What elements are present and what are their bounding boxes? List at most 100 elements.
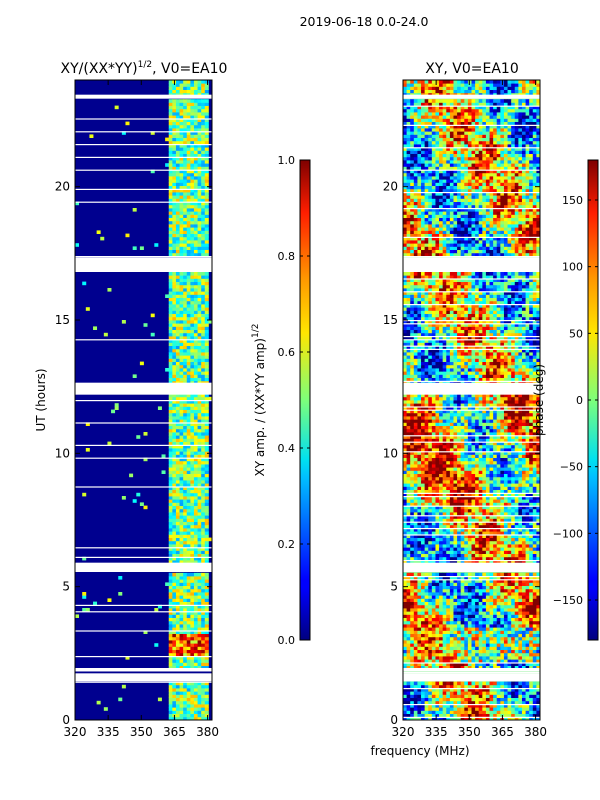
heatmap-cell bbox=[532, 486, 537, 490]
heatmap-cell bbox=[201, 492, 206, 497]
heatmap-cell bbox=[175, 582, 180, 586]
heatmap-cell bbox=[204, 124, 209, 129]
heatmap-cell bbox=[485, 643, 490, 647]
heatmap-cell bbox=[525, 627, 530, 631]
heatmap-cell bbox=[179, 249, 184, 254]
heatmap-cell bbox=[424, 665, 429, 670]
heatmap-cell bbox=[197, 617, 202, 622]
heatmap-cell bbox=[536, 704, 540, 708]
heatmap-cell bbox=[413, 649, 418, 654]
heatmap-cell bbox=[179, 553, 184, 558]
heatmap-cell bbox=[190, 627, 195, 631]
heatmap-cell bbox=[197, 428, 202, 433]
heatmap-cell bbox=[197, 169, 202, 174]
heatmap-cell bbox=[183, 236, 188, 241]
heatmap-cell bbox=[446, 688, 451, 692]
heatmap-cell bbox=[475, 464, 480, 468]
heatmap-cell bbox=[467, 608, 472, 612]
heatmap-cell bbox=[186, 140, 191, 145]
heatmap-cell bbox=[496, 646, 501, 650]
heatmap-cell bbox=[446, 540, 451, 545]
heatmap-cell bbox=[511, 704, 516, 708]
heatmap-cell bbox=[521, 480, 526, 484]
heatmap-cell bbox=[453, 652, 458, 657]
heatmap-cell bbox=[532, 499, 537, 503]
heatmap-cell bbox=[475, 483, 480, 487]
heatmap-cell bbox=[467, 697, 472, 702]
heatmap-cell bbox=[482, 499, 487, 503]
heatmap-cell bbox=[503, 480, 508, 484]
heatmap-cell bbox=[197, 400, 202, 404]
heatmap-cell bbox=[439, 604, 444, 609]
heatmap-cell bbox=[201, 640, 206, 644]
heatmap-cell bbox=[179, 537, 184, 542]
heatmap-cell bbox=[197, 118, 202, 122]
heatmap-cell bbox=[193, 422, 198, 426]
heatmap-cell bbox=[439, 627, 444, 631]
heatmap-cell bbox=[179, 649, 184, 654]
heatmap-cell bbox=[460, 598, 465, 602]
heatmap-cell bbox=[413, 508, 418, 513]
heatmap-cell bbox=[172, 585, 177, 590]
heatmap-cell bbox=[500, 627, 505, 631]
heatmap-cell bbox=[471, 492, 476, 497]
heatmap-cell bbox=[529, 540, 534, 545]
heatmap-cell bbox=[179, 627, 184, 631]
heatmap-cell bbox=[507, 617, 512, 622]
heatmap-cell bbox=[475, 707, 480, 711]
heatmap-cell bbox=[431, 656, 436, 660]
heatmap-cell bbox=[168, 217, 173, 222]
heatmap-cell bbox=[507, 483, 512, 487]
heatmap-cell bbox=[168, 83, 173, 87]
heatmap-cell bbox=[172, 553, 177, 558]
heatmap-cell bbox=[197, 579, 202, 583]
heatmap-cell bbox=[431, 595, 436, 599]
heatmap-cell bbox=[179, 188, 184, 193]
heatmap-cell bbox=[421, 508, 426, 513]
heatmap-cell bbox=[529, 544, 534, 548]
heatmap-cell bbox=[449, 649, 454, 654]
heatmap-cell bbox=[175, 249, 180, 254]
heatmap-cell bbox=[183, 307, 188, 311]
heatmap-cell bbox=[204, 332, 209, 337]
heatmap-cell bbox=[175, 188, 180, 193]
heatmap-cell bbox=[431, 681, 436, 686]
heatmap-cell bbox=[204, 508, 209, 513]
heatmap-cell bbox=[183, 403, 188, 407]
heatmap-cell bbox=[168, 153, 173, 158]
heatmap-cell bbox=[442, 643, 447, 647]
heatmap-cell bbox=[500, 592, 505, 596]
heatmap-cell bbox=[431, 579, 436, 583]
heatmap-cell bbox=[204, 537, 209, 542]
heatmap-cell bbox=[168, 128, 173, 132]
heatmap-cell bbox=[424, 595, 429, 599]
heatmap-cell bbox=[175, 524, 180, 529]
heatmap-cell bbox=[413, 467, 418, 471]
heatmap-cell bbox=[421, 595, 426, 599]
heatmap-cell bbox=[460, 665, 465, 670]
heatmap-cell bbox=[179, 86, 184, 90]
heatmap-cell bbox=[201, 489, 206, 494]
heatmap-cell bbox=[403, 560, 408, 564]
heatmap-cell bbox=[511, 598, 516, 602]
heatmap-cell bbox=[197, 92, 202, 97]
heatmap-cell bbox=[125, 233, 130, 238]
heatmap-cell bbox=[503, 518, 508, 522]
heatmap-cell bbox=[496, 624, 501, 628]
y-tick-label: 15 bbox=[55, 313, 70, 327]
heatmap-cell bbox=[201, 483, 206, 487]
heatmap-cell bbox=[201, 659, 206, 663]
heatmap-cell bbox=[511, 694, 516, 698]
heatmap-cell bbox=[201, 150, 206, 154]
heatmap-cell bbox=[475, 697, 480, 702]
heatmap-cell bbox=[471, 684, 476, 689]
heatmap-cell bbox=[496, 518, 501, 522]
heatmap-cell bbox=[518, 502, 523, 506]
heatmap-cell bbox=[489, 646, 494, 650]
heatmap-cell bbox=[172, 704, 177, 708]
heatmap-cell bbox=[518, 608, 523, 612]
heatmap-cell bbox=[175, 147, 180, 151]
heatmap-cell bbox=[172, 188, 177, 193]
heatmap-cell bbox=[521, 528, 526, 532]
heatmap-cell bbox=[449, 480, 454, 484]
